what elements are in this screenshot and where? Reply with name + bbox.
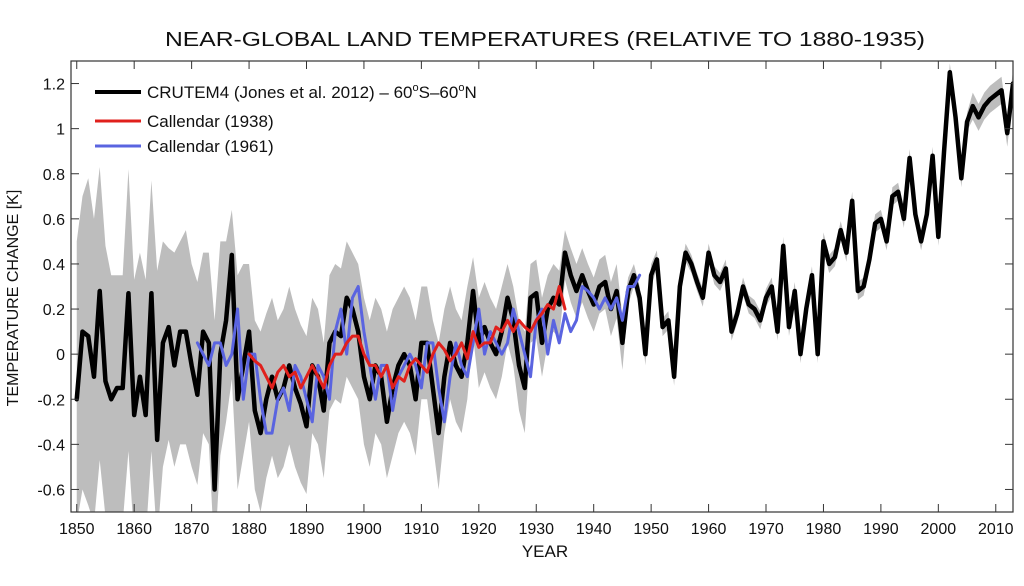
y-axis-label: TEMPERATURE CHANGE [K]	[5, 190, 22, 407]
x-tick-label: 1890	[289, 521, 325, 538]
x-tick-label: 1930	[518, 521, 554, 538]
x-tick-label: 1910	[404, 521, 440, 538]
x-tick-label: 1860	[116, 521, 152, 538]
plot-area: 1850 1860 1870 1880 1890 1900 1910 1920 1930 1940…	[37, 60, 1014, 538]
x-tick-label: 1900	[346, 521, 382, 538]
x-tick-label: 1960	[691, 521, 727, 538]
x-tick-label: 2000	[921, 521, 957, 538]
x-tick-label: 1950	[633, 521, 669, 538]
series-line-callendar-1961	[195, 273, 642, 435]
x-tick-label: 1970	[748, 521, 784, 538]
x-axis-label: YEAR	[522, 542, 568, 561]
series-layer	[74, 63, 1013, 512]
x-tick-label: 1920	[461, 521, 497, 538]
y-tick-label: -0.6	[37, 482, 65, 499]
legend: CRUTEM4 (Jones et al. 2012) – 60oS–60oN …	[95, 82, 477, 156]
legend-label-callendar-1961: Callendar (1961)	[147, 137, 274, 156]
x-tick-label: 1940	[576, 521, 612, 538]
y-tick-label: 0	[56, 347, 65, 364]
y-tick-label: 1.2	[43, 77, 65, 94]
x-tick-label: 1980	[806, 521, 842, 538]
x-tick-label: 1870	[174, 521, 210, 538]
y-tick-label: 0.4	[43, 257, 65, 274]
y-tick-label: -0.4	[37, 437, 65, 454]
legend-label-crutem4: CRUTEM4 (Jones et al. 2012) – 60oS–60oN	[147, 82, 477, 102]
y-tick-label: -0.2	[37, 392, 65, 409]
y-tick-label: 1	[56, 122, 65, 139]
y-tick-label: 0.8	[43, 167, 65, 184]
legend-label-callendar-1938: Callendar (1938)	[147, 112, 274, 131]
plot-frame	[70, 60, 1014, 513]
chart-title: NEAR-GLOBAL LAND TEMPERATURES (RELATIVE …	[165, 29, 925, 51]
y-tick-label: 0.6	[43, 212, 65, 229]
x-tick-label: 1990	[863, 521, 899, 538]
series-line-callendar-1938	[247, 285, 567, 390]
y-tick-label: 0.2	[43, 302, 65, 319]
x-tick-label: 2010	[978, 521, 1014, 538]
x-tick-label: 1880	[231, 521, 267, 538]
x-tick-label: 1850	[59, 521, 95, 538]
